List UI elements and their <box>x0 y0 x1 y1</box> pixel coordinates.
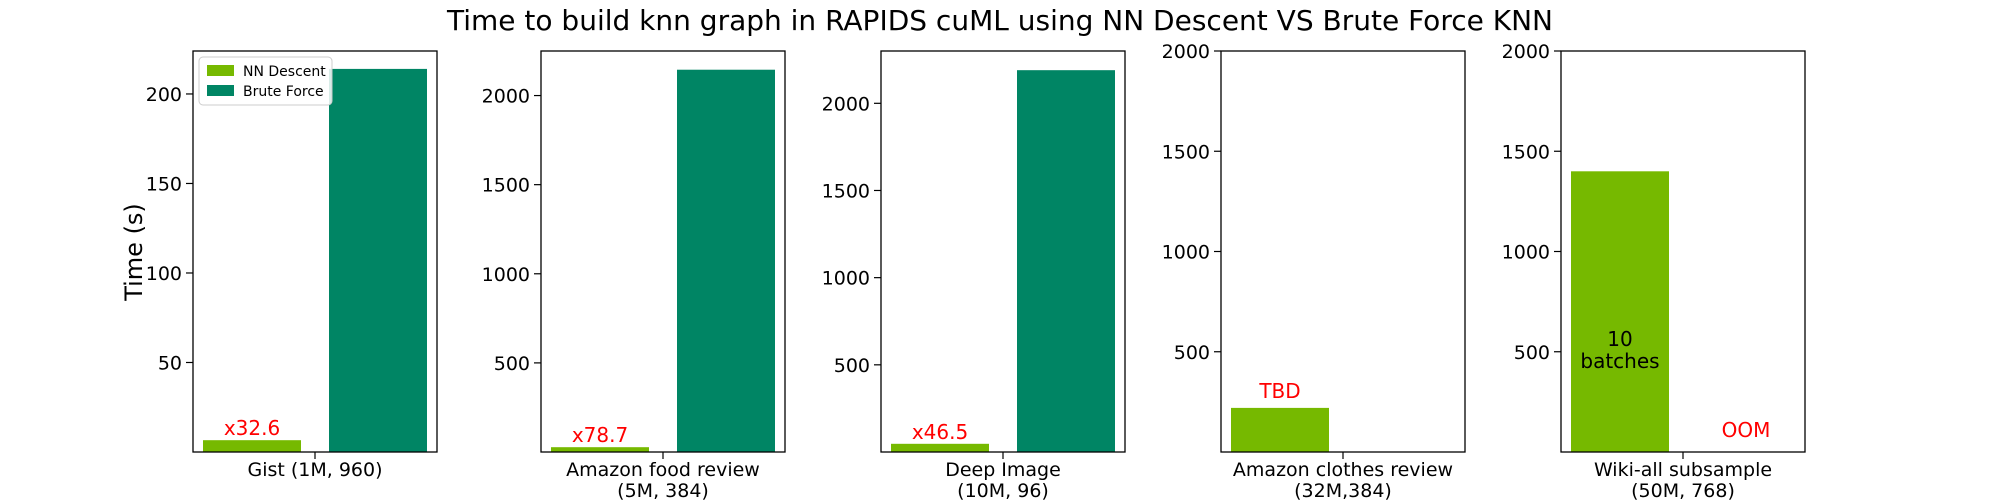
y-axis-label: Time (s) <box>120 203 148 302</box>
y-tick-label: 500 <box>494 353 530 375</box>
legend-swatch-brute-force <box>207 85 234 96</box>
x-tick-label: (5M, 384) <box>617 480 709 500</box>
y-tick-label: 1000 <box>1162 242 1210 264</box>
y-tick-label: 1500 <box>482 175 530 197</box>
bar-nn-descent <box>1571 171 1669 453</box>
bar-brute-force <box>1017 70 1115 453</box>
y-tick-label: 2000 <box>482 86 530 108</box>
y-tick-label: 1000 <box>1502 242 1550 264</box>
y-tick-label: 150 <box>146 173 182 195</box>
batches-label: 10 <box>1607 327 1632 351</box>
legend-swatch-nn-descent <box>207 65 234 76</box>
batches-label: batches <box>1580 349 1659 373</box>
x-tick-label: (10M, 96) <box>957 480 1049 500</box>
y-tick-label: 2000 <box>1162 41 1210 63</box>
bar-nn-descent <box>203 440 301 452</box>
speedup-label: x46.5 <box>912 420 968 444</box>
x-tick-label: Wiki-all subsample <box>1594 459 1772 481</box>
bar-nn-descent <box>891 443 989 452</box>
y-tick-label: 500 <box>1514 342 1550 364</box>
y-tick-label: 1000 <box>482 264 530 286</box>
legend-label-nn-descent: NN Descent <box>243 64 326 80</box>
y-tick-label: 200 <box>146 84 182 106</box>
bar-nn-descent <box>551 447 649 452</box>
x-tick-label: (32M,384) <box>1294 480 1392 500</box>
bar-brute-force <box>329 68 427 452</box>
y-tick-label: 1500 <box>822 180 870 202</box>
oom-label: OOM <box>1722 418 1771 442</box>
y-tick-label: 50 <box>158 352 182 374</box>
plot-frame <box>1220 50 1466 453</box>
legend-label-brute-force: Brute Force <box>243 84 324 100</box>
chart-title: Time to build knn graph in RAPIDS cuML u… <box>447 4 1553 37</box>
y-tick-label: 500 <box>1174 342 1210 364</box>
speedup-label: x32.6 <box>224 416 280 440</box>
speedup-label: x78.7 <box>572 423 628 447</box>
y-tick-label: 100 <box>146 263 182 285</box>
y-tick-label: 500 <box>834 355 870 377</box>
x-tick-label: Deep Image <box>945 459 1061 481</box>
bar-brute-force <box>677 69 775 453</box>
y-tick-label: 1500 <box>1502 141 1550 163</box>
y-tick-label: 2000 <box>1502 41 1550 63</box>
y-tick-label: 2000 <box>822 93 870 115</box>
x-tick-label: Gist (1M, 960) <box>247 459 382 481</box>
x-tick-label: (50M, 768) <box>1631 480 1735 500</box>
y-tick-label: 1000 <box>822 268 870 290</box>
x-tick-label: Amazon clothes review <box>1233 459 1453 481</box>
y-tick-label: 1500 <box>1162 141 1210 163</box>
bar-nn-descent <box>1231 407 1329 452</box>
x-tick-label: Amazon food review <box>566 459 760 481</box>
status-label: TBD <box>1258 379 1300 403</box>
